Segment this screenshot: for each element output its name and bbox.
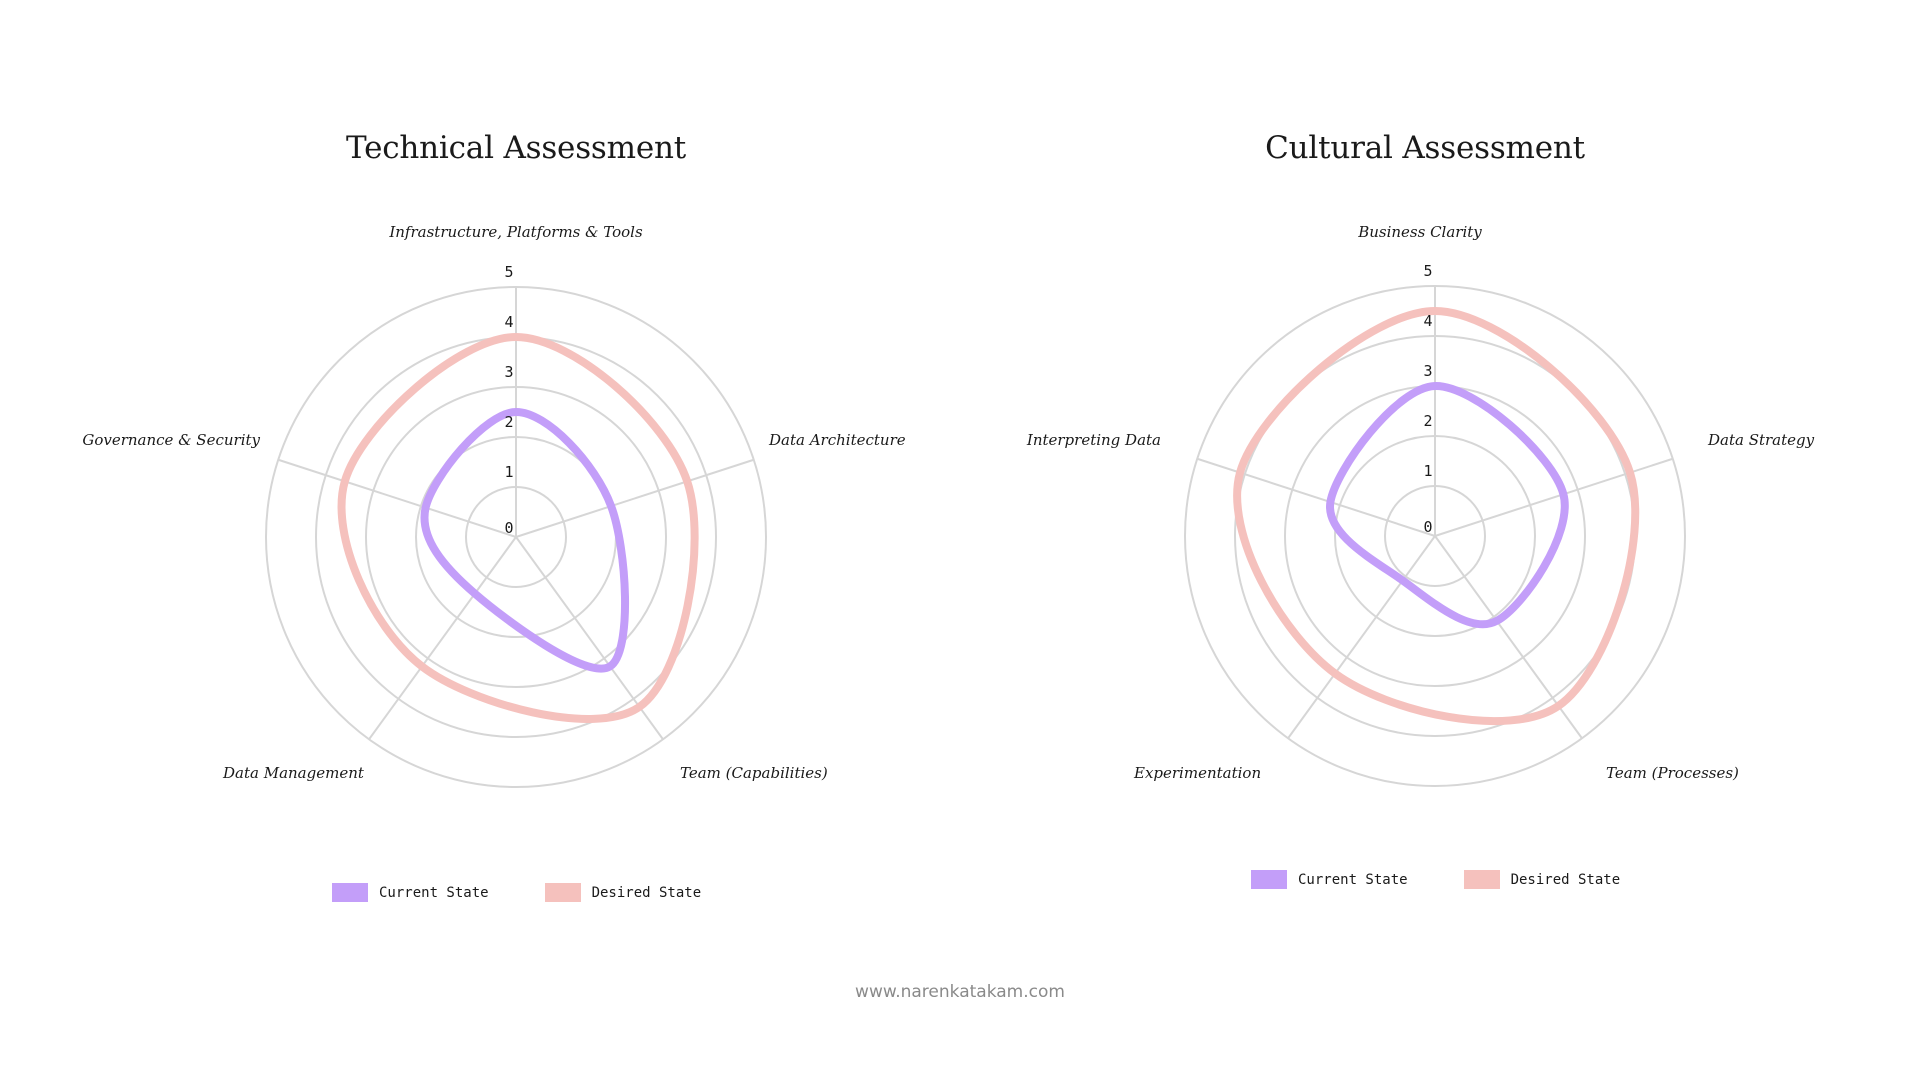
axis-label: Business Clarity <box>1357 223 1482 241</box>
radial-tick-label: 3 <box>1423 362 1432 380</box>
desired-state-line[interactable] <box>337 333 699 723</box>
legend-label-desired: Desired State <box>1510 871 1621 888</box>
radial-tick-label: 2 <box>1423 412 1432 430</box>
desired-state-swatch <box>1463 870 1500 889</box>
radial-tick-label: 2 <box>504 413 513 431</box>
cultural-legend: Current State Desired State <box>1251 870 1676 889</box>
technical-legend: Current State Desired State <box>332 883 757 902</box>
current-state-line[interactable] <box>420 407 629 673</box>
axis-label: Data Architecture <box>768 431 906 449</box>
radial-tick-label: 4 <box>1423 312 1432 330</box>
technical-chart-title: Technical Assessment <box>346 130 686 166</box>
desired-state-swatch <box>544 883 581 902</box>
radial-tick-label: 0 <box>504 519 513 537</box>
footer-url[interactable]: www.narenkatakam.com <box>855 982 1065 1002</box>
current-state-swatch <box>332 883 368 902</box>
axis-label: Data Management <box>222 764 365 782</box>
radial-tick-label: 0 <box>1423 518 1432 536</box>
current-state-swatch <box>1251 870 1287 889</box>
axis-spoke <box>368 536 517 740</box>
axis-label: Team (Capabilities) <box>680 764 828 782</box>
legend-label-desired: Desired State <box>591 884 702 901</box>
desired-state-line[interactable] <box>1233 307 1640 726</box>
radial-tick-label: 5 <box>1423 262 1432 280</box>
technical-radar-chart: 0 1 2 3 4 5 Infrastructure, Platforms & Tools D… <box>82 223 906 788</box>
current-state-line[interactable] <box>1326 381 1569 629</box>
legend-item-current[interactable]: Current State <box>1251 870 1408 889</box>
axis-label: Infrastructure, Platforms & Tools <box>388 223 643 241</box>
axis-spoke <box>277 458 517 538</box>
legend-item-desired[interactable]: Desired State <box>1463 870 1621 889</box>
radial-tick-label: 1 <box>504 463 513 481</box>
axis-spoke <box>515 458 755 538</box>
axis-spoke <box>1196 457 1436 537</box>
legend-item-desired[interactable]: Desired State <box>544 883 702 902</box>
cultural-chart-title: Cultural Assessment <box>1265 130 1585 166</box>
radar-grid <box>265 286 767 788</box>
axis-spoke <box>1287 535 1436 739</box>
axis-label: Experimentation <box>1133 764 1261 782</box>
legend-label-current: Current State <box>379 884 489 901</box>
radial-tick-label: 4 <box>504 313 513 331</box>
radial-tick-label: 1 <box>1423 462 1432 480</box>
radial-tick-label: 5 <box>504 263 513 281</box>
axis-label: Team (Processes) <box>1606 764 1739 782</box>
radial-tick-label: 3 <box>504 363 513 381</box>
axis-label: Governance & Security <box>82 431 260 449</box>
axis-label: Interpreting Data <box>1026 431 1161 449</box>
legend-item-current[interactable]: Current State <box>332 883 489 902</box>
axis-label: Data Strategy <box>1707 431 1815 449</box>
legend-label-current: Current State <box>1298 871 1408 888</box>
